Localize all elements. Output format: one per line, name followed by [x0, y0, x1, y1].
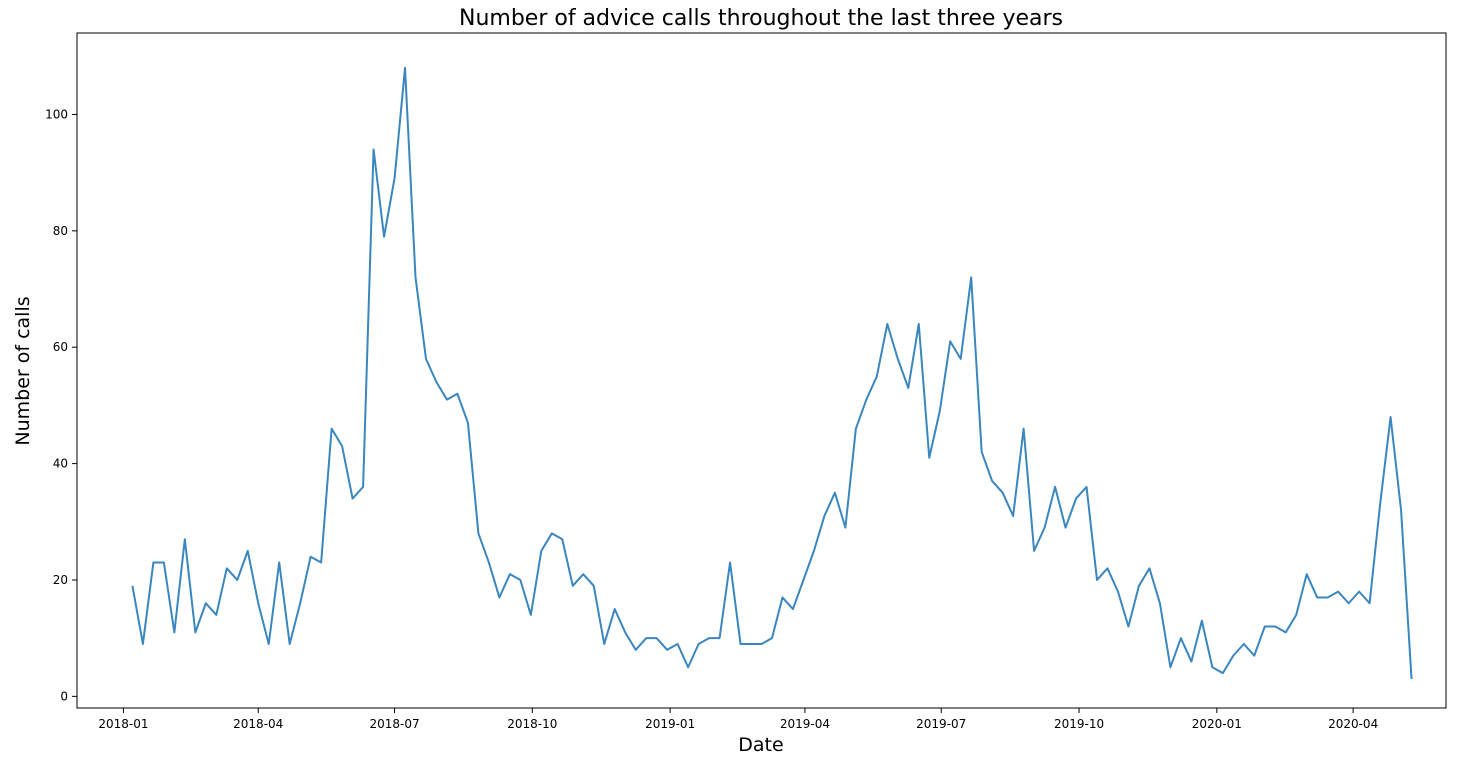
- x-tick-label: 2018-10: [507, 717, 557, 731]
- x-tick-label: 2018-01: [98, 717, 148, 731]
- y-tick-label: 100: [45, 107, 68, 121]
- y-tick-label: 60: [53, 340, 68, 354]
- y-axis-title: Number of calls: [12, 296, 34, 445]
- plot-frame: [76, 32, 1447, 709]
- y-axis: 0 20 40 60 80 100: [45, 107, 77, 703]
- x-tick-label: 2020-01: [1192, 717, 1242, 731]
- x-tick-label: 2019-07: [916, 717, 966, 731]
- x-tick-label: 2019-01: [645, 717, 695, 731]
- x-tick-label: 2018-04: [233, 717, 283, 731]
- x-axis: 2018-01 2018-04 2018-07 2018-10 2019-01 2019-…: [98, 708, 1378, 731]
- y-tick-label: 0: [60, 689, 68, 703]
- x-tick-label: 2018-07: [369, 717, 419, 731]
- y-tick-label: 20: [53, 573, 68, 587]
- x-axis-title: Date: [738, 734, 783, 756]
- y-tick-label: 40: [53, 457, 68, 471]
- chart-title: Number of advice calls throughout the la…: [459, 6, 1063, 31]
- y-tick-label: 80: [53, 224, 68, 238]
- x-tick-label: 2019-04: [780, 717, 830, 731]
- x-tick-label: 2020-04: [1328, 717, 1378, 731]
- plot-area: [76, 32, 1447, 709]
- x-tick-label: 2019-10: [1054, 717, 1104, 731]
- series-line-0: [131, 66, 1413, 679]
